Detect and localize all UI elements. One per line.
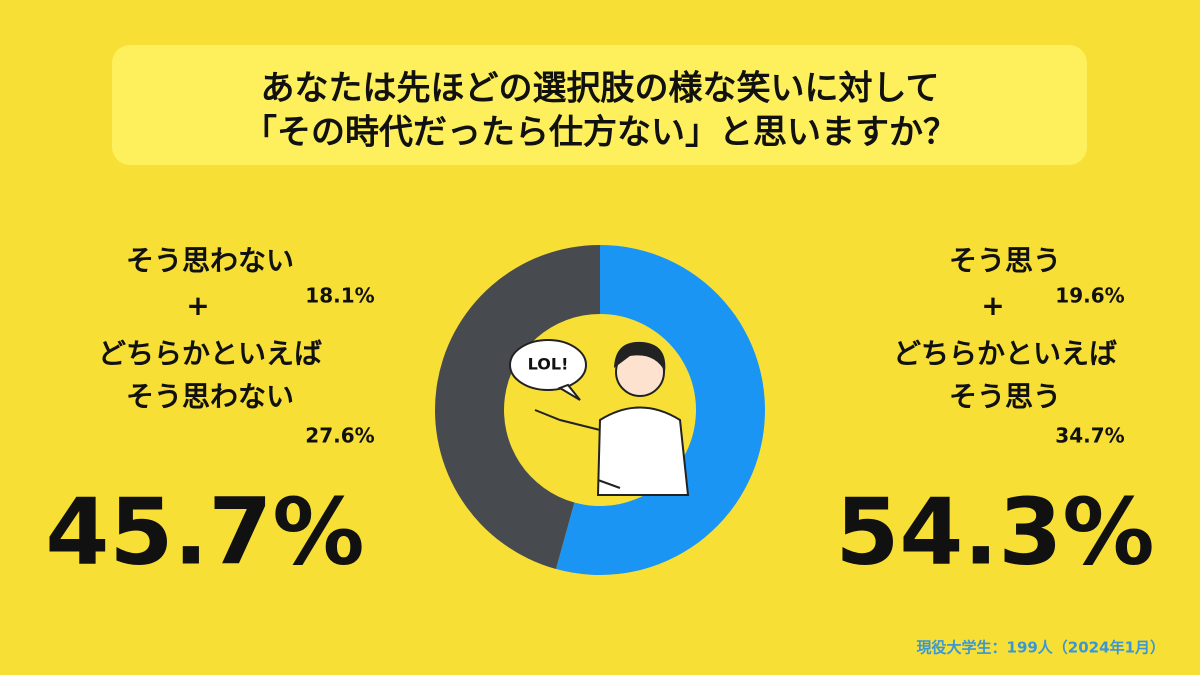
total-percent: 54.3% [835,478,1154,585]
answer-label: そう思う [949,380,1061,413]
source: 現役大学生：199人（2024年1月） [917,639,1166,657]
donut-segment [555,245,766,576]
answer-percent: 27.6% [305,424,374,448]
answer-percent: 19.6% [1055,284,1124,308]
plus-sign: + [981,289,1004,322]
answer-label: そう思わない [126,244,294,277]
bubble-text: LOL! [528,355,569,374]
answer-label: そう思わない [126,380,294,413]
answer-percent: 18.1% [305,284,374,308]
answer-label: そう思う [949,244,1061,277]
answer-label: どちらかといえば [893,337,1117,370]
title-line: 「その時代だったら仕方ない」と思いますか？ [243,113,957,153]
donut [435,245,766,576]
plus-sign: + [186,289,209,322]
title-line: あなたは先ほどの選択肢の様な笑いに対して [261,69,940,109]
title-box [112,45,1087,165]
illustration: LOL! [509,339,690,496]
total-percent: 45.7% [45,478,364,585]
donut-segment [435,245,600,570]
answer-percent: 34.7% [1055,424,1124,448]
answer-label: どちらかといえば [98,337,322,370]
